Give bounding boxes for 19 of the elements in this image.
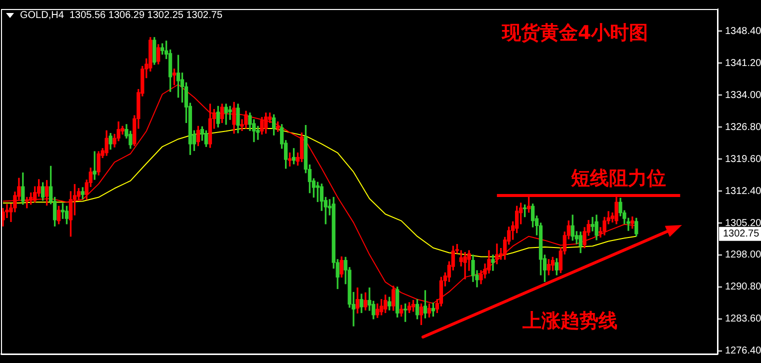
y-tick-label: 1341.20 [725,58,761,69]
candlestick [228,106,232,120]
y-tick-label: 1298.00 [725,250,761,261]
text: 现货黄金4小时图 [500,22,648,44]
y-tick-label: 1348.40 [725,26,761,37]
annotation: 1302.75 [723,228,760,240]
y-tick-label: 1319.60 [725,154,761,165]
y-tick-label: 1276.40 [725,346,761,357]
y-tick-label: 1283.60 [725,314,761,325]
candlestick [491,254,495,271]
y-tick-label: 1290.80 [725,282,761,293]
series-label: 短线阻力位 [570,167,666,190]
annotation: 上涨趋势线 [522,310,618,332]
candlestick [463,252,467,280]
chart-subtitle: GOLD,H4 1305.56 1306.29 1302.25 1302.75 [20,10,223,21]
y-tick-label: 1305.20 [725,218,761,229]
y-tick-label: 1326.80 [725,122,761,133]
y-tick-label: 1334.00 [725,90,761,101]
y-tick-label: 1312.40 [725,186,761,197]
